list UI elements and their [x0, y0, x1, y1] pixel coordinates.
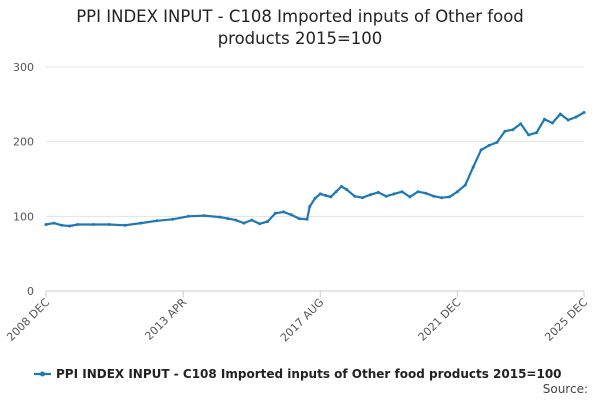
data-point-2024-12 [550, 121, 554, 125]
data-point-2016-09 [289, 213, 293, 217]
data-point-2023-06 [503, 129, 507, 133]
legend-marker-swatch [40, 371, 45, 377]
data-point-2025-06 [566, 118, 570, 122]
legend-label: PPI INDEX INPUT - C108 Imported inputs o… [56, 367, 562, 381]
data-point-2015-03 [242, 221, 246, 225]
data-point-2021-12 [455, 190, 459, 194]
data-point-2010-12 [107, 223, 111, 226]
data-point-2011-12 [139, 221, 143, 225]
data-point-2013-06 [186, 214, 190, 218]
data-point-2020-03 [400, 190, 404, 194]
source-label: Source: [543, 382, 588, 396]
data-point-2025-03 [558, 112, 562, 116]
data-point-2013-12 [202, 214, 206, 218]
data-point-2024-09 [542, 117, 546, 121]
data-point-2009-03 [52, 221, 56, 225]
data-point-2016-12 [297, 217, 301, 221]
data-point-2009-12 [76, 223, 80, 226]
data-point-2025-09 [574, 115, 578, 119]
chart-title-line-2: products 2015=100 [218, 29, 383, 48]
data-point-2018-04 [339, 185, 343, 188]
data-point-2019-12 [392, 192, 396, 196]
data-point-2017-04 [308, 205, 312, 209]
data-point-2018-09 [353, 194, 357, 198]
data-point-2015-09 [258, 222, 262, 226]
data-point-2011-06 [123, 223, 127, 227]
legend[interactable]: PPI INDEX INPUT - C108 Imported inputs o… [34, 367, 562, 381]
data-point-2017-08 [318, 192, 322, 196]
data-point-2024-06 [535, 131, 538, 135]
data-point-2022-12 [487, 143, 491, 147]
data-point-2018-12 [361, 196, 364, 200]
data-point-2023-12 [519, 122, 523, 126]
chart-title: PPI INDEX INPUT - C108 Imported inputs o… [76, 7, 524, 48]
data-point-2023-09 [511, 128, 515, 132]
data-point-2019-03 [368, 193, 372, 197]
series-line-0 [45, 111, 585, 228]
y-tick-label-0: 0 [27, 285, 34, 298]
data-point-2018-06 [345, 188, 349, 191]
data-point-2020-12 [424, 191, 428, 195]
data-point-2021-09 [448, 195, 451, 199]
x-tick-label-3: 2021 DEC [416, 296, 464, 344]
data-point-2010-06 [92, 223, 95, 226]
gridlines [46, 66, 584, 217]
data-point-2021-03 [432, 194, 436, 198]
data-point-2019-09 [384, 194, 388, 198]
data-point-2009-09 [68, 224, 72, 228]
data-point-2017-10 [324, 193, 327, 197]
data-point-2014-06 [218, 215, 222, 219]
data-point-2020-06 [408, 195, 412, 199]
data-point-2022-03 [463, 183, 467, 187]
data-point-2023-03 [495, 140, 499, 144]
data-point-2017-06 [313, 196, 317, 200]
y-tick-label-100: 100 [13, 210, 34, 223]
data-point-2020-09 [416, 190, 420, 194]
x-tick-label-0: 2008 DEC [4, 296, 52, 344]
x-tick-label-4: 2025 DEC [542, 296, 590, 344]
data-point-2008-12 [44, 223, 48, 226]
data-point-2019-06 [376, 190, 380, 194]
data-point-2012-12 [171, 217, 175, 221]
data-point-2015-12 [266, 220, 269, 224]
data-point-2018-02 [334, 190, 338, 194]
data-point-2025-12 [582, 111, 586, 114]
data-point-2015-06 [250, 218, 254, 222]
data-point-2014-12 [234, 218, 238, 222]
series-layer [44, 111, 586, 228]
data-point-2017-03 [305, 217, 309, 221]
y-tick-label-200: 200 [13, 136, 34, 149]
y-tick-label-300: 300 [13, 61, 34, 74]
x-axis: 2008 DEC 2013 APR 2017 AUG 2021 DEC 2025 DEC [4, 290, 590, 345]
chart-title-line-1: PPI INDEX INPUT - C108 Imported inputs o… [76, 7, 524, 26]
data-point-2017-12 [329, 195, 333, 199]
data-point-2022-09 [479, 148, 483, 152]
data-point-2012-06 [155, 219, 159, 223]
y-axis: 0 100 200 300 [13, 61, 34, 298]
data-point-2016-06 [281, 210, 285, 214]
data-point-2014-09 [226, 217, 230, 221]
data-point-2009-06 [60, 223, 64, 227]
x-tick-label-1: 2013 APR [142, 296, 189, 343]
data-point-2021-06 [440, 196, 444, 200]
data-point-2024-03 [527, 133, 531, 137]
x-tick-label-2: 2017 AUG [278, 296, 327, 345]
data-point-2016-03 [273, 211, 277, 215]
data-point-2022-06 [471, 165, 475, 169]
